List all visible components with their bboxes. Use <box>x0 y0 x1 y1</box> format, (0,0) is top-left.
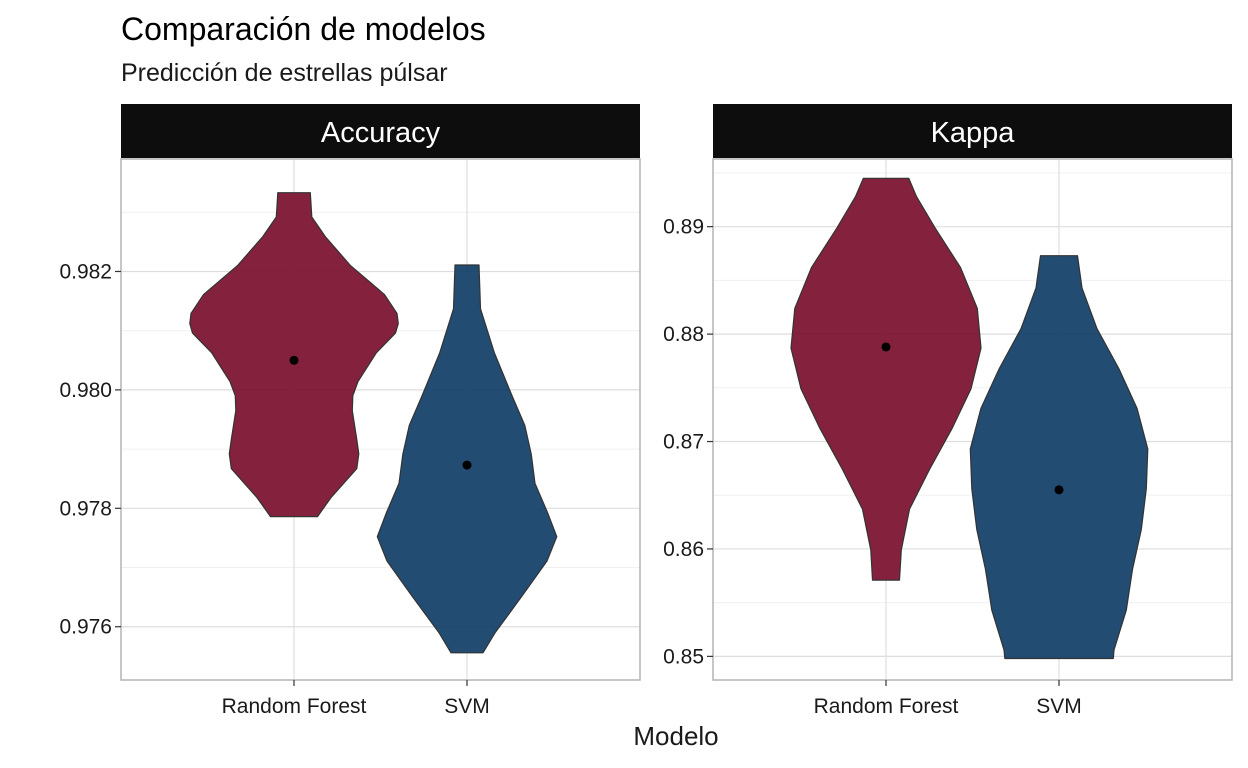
panel-border <box>712 158 1233 681</box>
y-tick-label: 0.86 <box>663 538 704 561</box>
x-tick-label: Random Forest <box>814 695 959 718</box>
panel-border <box>120 158 641 681</box>
mean-point-kappa-svm <box>1054 485 1064 495</box>
facet-label-kappa: Kappa <box>931 117 1016 149</box>
x-tick-label: SVM <box>1036 695 1082 718</box>
y-tick-label: 0.85 <box>663 645 704 668</box>
facet-label-accuracy: Accuracy <box>321 117 441 149</box>
facet-strip-kappa <box>713 104 1232 158</box>
panel-kappa <box>713 159 1232 680</box>
mean-point-accuracy-svm <box>462 460 472 470</box>
mean-point-accuracy-random-forest <box>289 355 299 365</box>
y-tick-label: 0.88 <box>663 323 704 346</box>
y-tick-label: 0.976 <box>59 616 112 639</box>
mean-point-kappa-random-forest <box>881 342 891 352</box>
x-tick-label: SVM <box>444 695 490 718</box>
chart-subtitle: Predicción de estrellas púlsar <box>121 59 448 87</box>
y-tick-label: 0.87 <box>663 431 704 454</box>
violin-kappa-svm <box>969 255 1149 660</box>
y-tick-label: 0.980 <box>59 379 112 402</box>
y-tick-label: 0.982 <box>59 260 112 283</box>
violin-accuracy-random-forest <box>189 192 399 518</box>
facet-strip-accuracy <box>121 104 640 158</box>
chart-title: Comparación de modelos <box>121 11 486 47</box>
x-tick-label: Random Forest <box>222 695 367 718</box>
violin-kappa-random-forest <box>790 177 982 581</box>
panel-accuracy <box>121 159 640 680</box>
x-axis-label: Modelo <box>633 721 719 751</box>
y-tick-label: 0.978 <box>59 497 112 520</box>
violin-accuracy-svm <box>376 264 558 654</box>
y-tick-label: 0.89 <box>663 216 704 239</box>
